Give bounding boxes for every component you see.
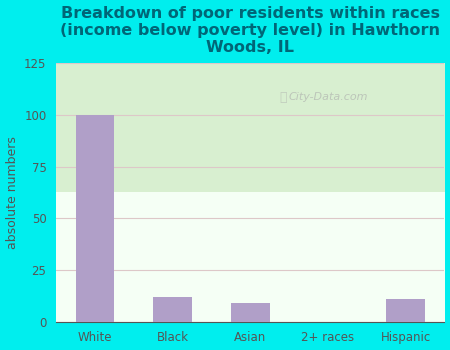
Title: Breakdown of poor residents within races
(income below poverty level) in Hawthor: Breakdown of poor residents within races… — [60, 6, 441, 55]
Bar — [231, 303, 270, 322]
Text: City-Data.com: City-Data.com — [288, 92, 368, 102]
Bar — [153, 297, 192, 322]
Bar — [386, 299, 425, 322]
Bar — [76, 115, 114, 322]
Text: ⓘ: ⓘ — [279, 91, 287, 104]
Y-axis label: absolute numbers: absolute numbers — [5, 136, 18, 249]
